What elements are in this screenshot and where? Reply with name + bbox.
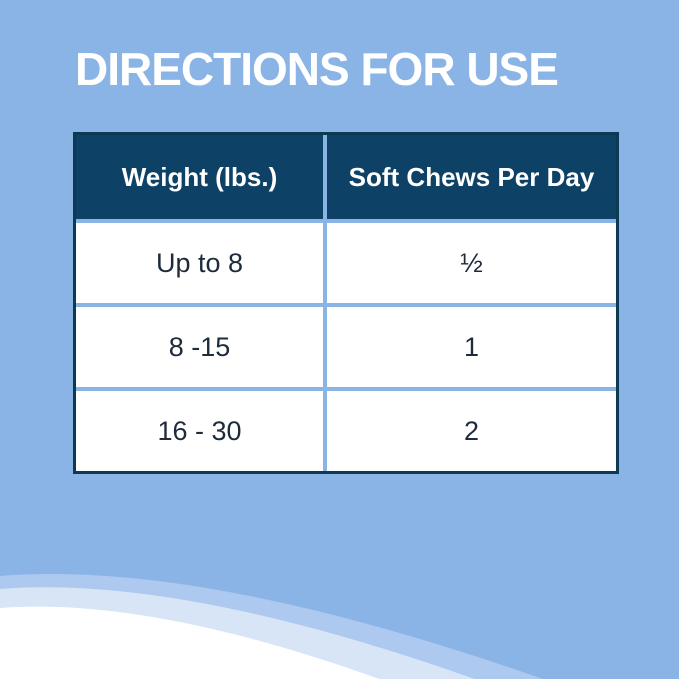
table-cell-chews-row2: 1: [327, 307, 616, 387]
column-header-chews-per-day: Soft Chews Per Day: [327, 135, 616, 219]
table-cell-weight-row3: 16 - 30: [76, 391, 323, 471]
table-cell-chews-row3: 2: [327, 391, 616, 471]
table-cell-weight-row2: 8 -15: [76, 307, 323, 387]
column-header-weight: Weight (lbs.): [76, 135, 323, 219]
dosage-table: Weight (lbs.) Soft Chews Per Day Up to 8…: [73, 132, 619, 474]
table-cell-weight-row1: Up to 8: [76, 223, 323, 303]
table-cell-chews-row1: ½: [327, 223, 616, 303]
page-title: DIRECTIONS FOR USE: [75, 43, 559, 95]
